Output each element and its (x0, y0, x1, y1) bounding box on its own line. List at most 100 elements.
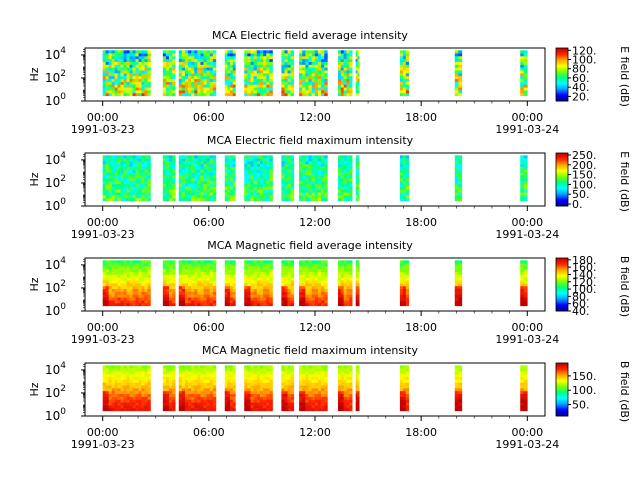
spectrogram-cell (269, 277, 273, 281)
spectrogram-cell (147, 285, 151, 290)
spectrogram-cell (212, 67, 217, 71)
spectrogram-cell (230, 172, 234, 176)
spectrogram-cell (227, 396, 231, 400)
spectrogram-cell (523, 61, 528, 65)
spectrogram-cell (284, 277, 288, 281)
spectrogram-cell (108, 192, 112, 196)
colorbar-step (556, 65, 568, 67)
spectrogram-cell (247, 175, 251, 179)
spectrogram-cell (402, 376, 407, 380)
spectrogram-cell (144, 263, 148, 267)
spectrogram-cell (209, 268, 214, 272)
spectrogram-cell (357, 274, 360, 278)
spectrogram-cell (169, 175, 173, 179)
spectrogram-cell (108, 64, 112, 68)
spectrogram-cell (212, 75, 217, 80)
spectrogram-cell (200, 84, 204, 88)
spectrogram-cell (458, 78, 463, 82)
spectrogram-cell (454, 169, 459, 173)
spectrogram-cell (458, 195, 463, 199)
spectrogram-cell (259, 180, 264, 185)
spectrogram-cell (355, 285, 358, 290)
spectrogram-cell (340, 175, 344, 179)
spectrogram-cell (302, 405, 306, 409)
spectrogram-cell (305, 365, 309, 369)
spectrogram-cell (191, 158, 195, 162)
spectrogram-cell (338, 277, 342, 281)
spectrogram-cell (209, 75, 214, 80)
spectrogram-cell (338, 158, 342, 162)
spectrogram-cell (184, 260, 189, 264)
spectrogram-cell (172, 300, 176, 304)
spectrogram-cell (523, 155, 528, 159)
spectrogram-cell (184, 396, 189, 400)
spectrogram-cell (197, 192, 201, 196)
spectrogram-cell (230, 70, 234, 74)
spectrogram-cell (114, 160, 118, 165)
spectrogram-cell (135, 81, 139, 85)
spectrogram-cell (346, 75, 350, 80)
colorbar-step (556, 74, 568, 77)
spectrogram-cell (194, 81, 198, 85)
spectrogram-cell (311, 81, 316, 85)
spectrogram-cell (305, 70, 309, 74)
spectrogram-cell (147, 169, 151, 173)
spectrogram-cell (165, 90, 170, 94)
spectrogram-cell (308, 70, 312, 74)
spectrogram-cell (338, 61, 342, 65)
spectrogram-cell (181, 297, 186, 301)
spectrogram-cell (399, 285, 404, 290)
spectrogram-cell (523, 169, 528, 173)
spectrogram-cell (287, 274, 291, 278)
spectrogram-cell (256, 407, 261, 412)
spectrogram-cell (357, 67, 360, 71)
spectrogram-cell (308, 390, 312, 395)
spectrogram-cell (206, 396, 211, 400)
spectrogram-cell (194, 70, 198, 74)
spectrogram-cell (346, 169, 350, 173)
spectrogram-cell (203, 385, 207, 389)
spectrogram-cell (147, 189, 151, 193)
spectrogram-cell (200, 81, 204, 85)
spectrogram-cell (399, 402, 404, 406)
spectrogram-cell (338, 73, 342, 77)
spectrogram-cell (340, 365, 344, 369)
spectrogram-cell (346, 285, 350, 290)
spectrogram-cell (132, 92, 136, 97)
spectrogram-cell (263, 302, 267, 307)
spectrogram-cell (287, 399, 291, 403)
spectrogram-cell (357, 78, 360, 82)
spectrogram-cell (135, 73, 139, 77)
spectrogram-cell (314, 50, 319, 54)
spectrogram-cell (102, 163, 106, 167)
spectrogram-cell (263, 53, 267, 57)
colorbar-step (556, 188, 568, 191)
spectrogram-cell (165, 274, 170, 278)
spectrogram-cell (287, 155, 291, 159)
spectrogram-cell (399, 163, 404, 167)
spectrogram-cell (523, 297, 528, 301)
spectrogram-cell (227, 189, 231, 193)
spectrogram-cell (317, 90, 322, 94)
colorbar-step (556, 67, 568, 70)
spectrogram-cell (253, 169, 258, 173)
spectrogram-cell (355, 195, 358, 199)
spectrogram-cell (343, 263, 347, 267)
spectrogram-cell (263, 300, 267, 304)
spectrogram-cell (191, 180, 195, 185)
spectrogram-cell (302, 87, 306, 91)
spectrogram-cell (314, 388, 319, 392)
spectrogram-cell (197, 70, 201, 74)
spectrogram-cell (290, 53, 295, 57)
spectrogram-cell (123, 263, 127, 267)
spectrogram-cell (256, 58, 261, 62)
spectrogram-cell (256, 78, 261, 82)
spectrogram-cell (302, 84, 306, 88)
spectrogram-cell (284, 265, 288, 270)
spectrogram-cell (349, 172, 353, 176)
spectrogram-cell (308, 396, 312, 400)
spectrogram-cell (266, 382, 270, 386)
spectrogram-cell (165, 195, 170, 199)
spectrogram-cell (102, 70, 106, 74)
spectrogram-cell (232, 297, 236, 301)
